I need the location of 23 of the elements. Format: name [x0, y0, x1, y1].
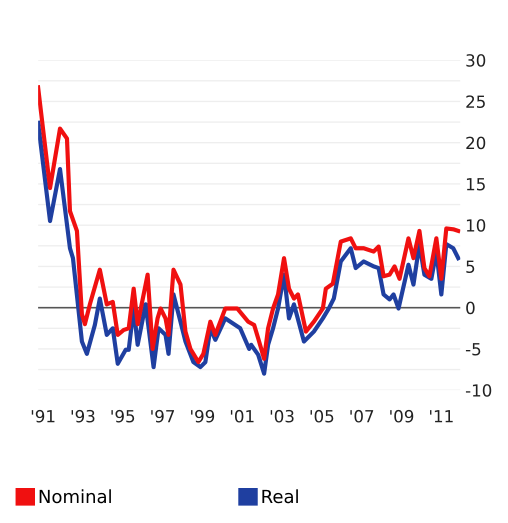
- x-tick-label: '05: [310, 410, 334, 423]
- x-tick-label: '09: [390, 410, 414, 423]
- x-tick-label: '11: [430, 410, 453, 422]
- y-tick-label: -5: [466, 343, 480, 356]
- line-series: [38, 85, 460, 364]
- legend-label: Nominal: [40, 489, 111, 504]
- x-tick-label: '07: [350, 410, 374, 423]
- x-tick-label: '99: [191, 410, 214, 423]
- y-tick-label: 30: [466, 54, 486, 67]
- y-tick-label: 10: [466, 219, 486, 232]
- y-tick-label: 0: [466, 302, 475, 314]
- y-tick-label: 20: [466, 136, 486, 150]
- x-tick-label: '93: [72, 410, 94, 423]
- x-tick-label: '03: [270, 410, 294, 423]
- y-tick-label: 15: [466, 178, 485, 190]
- x-tick-label: '95: [111, 410, 134, 423]
- y-tick-label: -10: [466, 384, 492, 397]
- x-tick-label: '01: [230, 410, 254, 423]
- y-tick-label: 5: [466, 260, 474, 273]
- y-tick-label: 25: [466, 95, 485, 108]
- x-tick-label: '97: [151, 410, 174, 423]
- x-tick-label: '91: [32, 410, 54, 423]
- legend-label: Real: [262, 489, 298, 504]
